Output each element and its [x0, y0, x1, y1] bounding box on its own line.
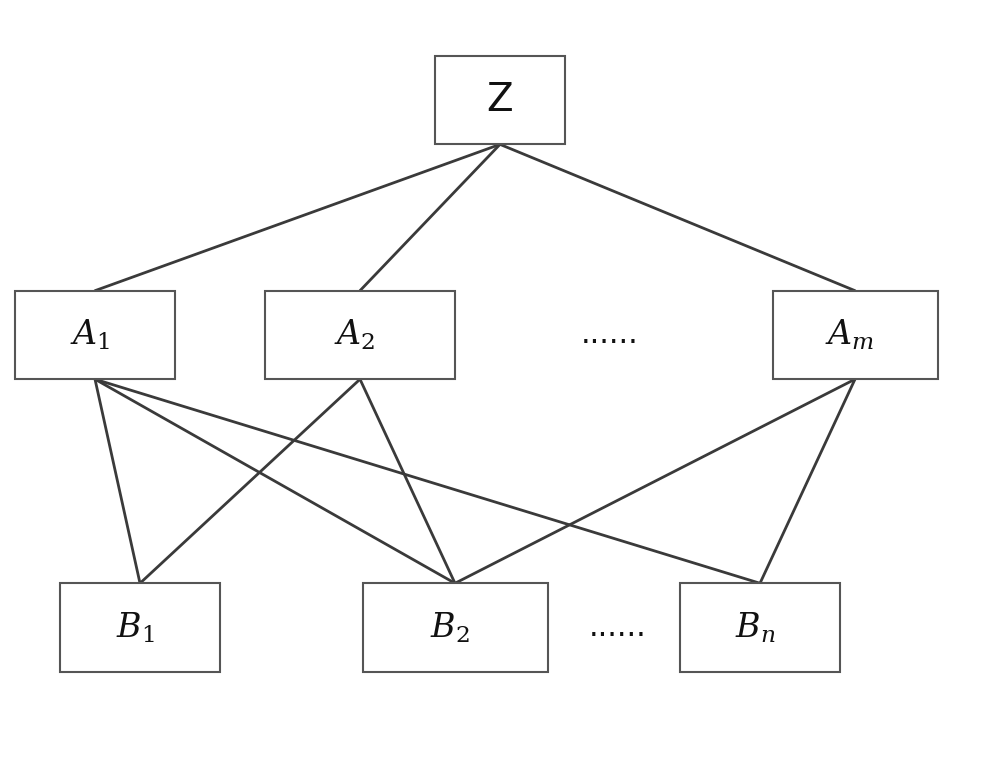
Text: $A_{1}$: $A_{1}$ — [70, 318, 110, 352]
Text: ......: ...... — [589, 613, 647, 642]
FancyBboxPatch shape — [680, 584, 840, 671]
Text: $B_{1}$: $B_{1}$ — [116, 611, 154, 644]
FancyBboxPatch shape — [363, 584, 548, 671]
Text: Z: Z — [487, 81, 513, 119]
FancyBboxPatch shape — [265, 291, 455, 380]
FancyBboxPatch shape — [15, 291, 175, 380]
Text: $A_{m}$: $A_{m}$ — [825, 318, 875, 352]
FancyBboxPatch shape — [435, 56, 565, 145]
Text: $A_{2}$: $A_{2}$ — [334, 318, 376, 352]
Text: $B_{2}$: $B_{2}$ — [430, 611, 470, 644]
FancyBboxPatch shape — [60, 584, 220, 671]
FancyBboxPatch shape — [772, 291, 938, 380]
Text: ......: ...... — [581, 320, 639, 350]
Text: $B_{n}$: $B_{n}$ — [735, 611, 775, 644]
